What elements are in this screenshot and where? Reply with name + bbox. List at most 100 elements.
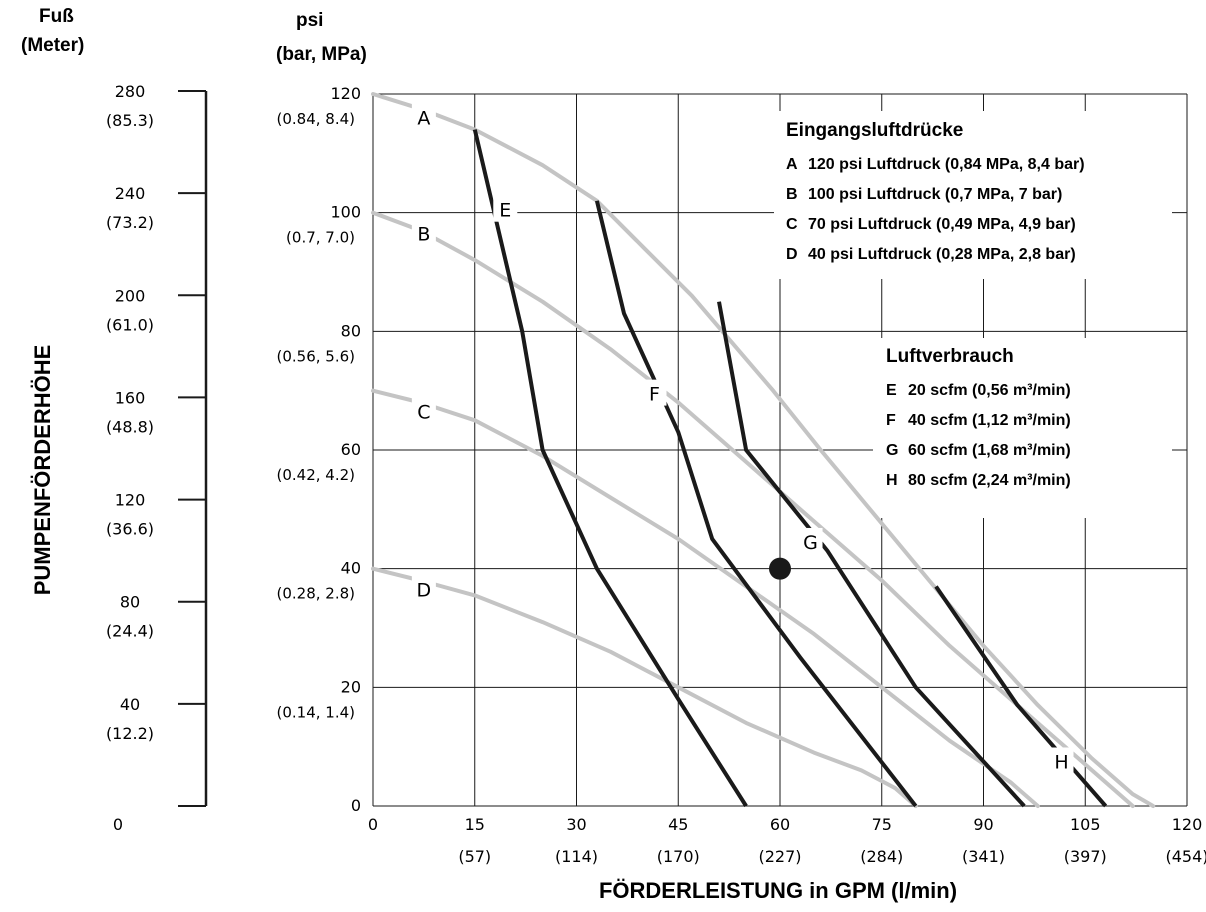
series-label-h: H	[1054, 752, 1068, 774]
y-tick-sublabel: (0.56, 5.6)	[277, 347, 356, 365]
legend-air-entry: 60 scfm (1,68 m³/min)	[908, 442, 1071, 459]
legend-pressure-entry: 70 psi Luftdruck (0,49 MPa, 4,9 bar)	[808, 216, 1076, 233]
y-tick-label: 100	[330, 203, 361, 222]
left-unit-line2: (Meter)	[21, 35, 84, 56]
pressure-curve-c	[371, 388, 1040, 808]
feet-tick-label: 80	[120, 593, 140, 612]
x-tick-sublabel: (170)	[657, 847, 700, 866]
x-tick-sublabel: (227)	[758, 847, 801, 866]
legend-pressure-bg	[774, 111, 1172, 279]
feet-tick-label: 160	[115, 388, 146, 407]
y-tick-sublabel: (0.84, 8.4)	[277, 110, 356, 128]
legend-air-title: Luftverbrauch	[886, 346, 1014, 367]
legend-air-letter: H	[886, 472, 898, 489]
x-tick-sublabel: (454)	[1165, 847, 1206, 866]
feet-tick-label: 240	[115, 184, 146, 203]
legend-air-letter: G	[886, 442, 898, 459]
feet-tick-label: 0	[113, 815, 123, 834]
legend-air-bg	[873, 338, 1172, 518]
x-tick-label: 60	[770, 815, 790, 834]
air-curve-f	[594, 200, 918, 808]
feet-tick-sublabel: (48.8)	[106, 417, 154, 436]
legend-pressure-entry: 40 psi Luftdruck (0,28 MPa, 2,8 bar)	[808, 246, 1076, 263]
air-curve-e	[472, 129, 748, 808]
y-tick-sublabel: (0.14, 1.4)	[277, 703, 356, 721]
x-tick-sublabel: (114)	[555, 847, 598, 866]
x-tick-sublabel: (397)	[1064, 847, 1107, 866]
legend-air-letter: E	[886, 382, 897, 399]
psi-unit-line1: psi	[296, 10, 323, 31]
y-tick-label: 0	[351, 796, 361, 815]
feet-tick-label: 40	[120, 695, 140, 714]
psi-unit-line2: (bar, MPa)	[276, 44, 367, 65]
feet-tick-sublabel: (73.2)	[106, 213, 154, 232]
x-tick-sublabel: (284)	[860, 847, 903, 866]
y-tick-label: 40	[341, 559, 361, 578]
legend-pressure: A 120 psi Luftdruck (0,84 MPa, 8,4 bar) B 1…	[786, 156, 1085, 263]
series-label-a: A	[417, 108, 430, 130]
legend-pressure-title: Eingangsluftdrücke	[786, 120, 963, 141]
x-tick-label: 75	[872, 815, 892, 834]
series-label-f: F	[649, 384, 660, 406]
y-tick-label: 60	[341, 440, 361, 459]
legend-air-entry: 20 scfm (0,56 m³/min)	[908, 382, 1071, 399]
series-label-bg	[1049, 747, 1074, 774]
feet-tick-label: 200	[115, 286, 146, 305]
legend-pressure-letter: B	[786, 186, 798, 203]
pressure-curve-a	[371, 92, 1156, 808]
series-label-c: C	[417, 401, 430, 423]
operating-point-marker	[769, 557, 791, 580]
y-tick-sublabel: (0.42, 4.2)	[277, 466, 356, 484]
series-label-bg	[411, 103, 436, 130]
x-tick-sublabel: (341)	[962, 847, 1005, 866]
x-tick-label: 120	[1172, 815, 1203, 834]
feet-tick-label: 120	[115, 491, 146, 510]
x-tick-label: 30	[566, 815, 586, 834]
x-tick-label: 45	[668, 815, 688, 834]
feet-tick-sublabel: (24.4)	[106, 622, 154, 641]
left-unit-line1: Fuß	[39, 6, 74, 27]
series-label-bg	[493, 195, 518, 222]
series-label-bg	[411, 219, 436, 246]
legend-pressure-entry: 120 psi Luftdruck (0,84 MPa, 8,4 bar)	[808, 156, 1085, 173]
chart-curves	[371, 92, 1156, 808]
air-curve-h	[934, 585, 1108, 808]
x-tick-sublabel: (57)	[458, 847, 491, 866]
series-label-d: D	[417, 579, 432, 601]
x-tick-label: 15	[465, 815, 485, 834]
legend-pressure-letter: C	[786, 216, 798, 233]
feet-tick-sublabel: (36.6)	[106, 520, 154, 539]
legend-air-entry: 40 scfm (1,12 m³/min)	[908, 412, 1071, 429]
feet-tick-sublabel: (85.3)	[106, 111, 154, 130]
x-tick-label: 105	[1070, 815, 1101, 834]
feet-scale: 280 (85.3) 240 (73.2) 200 (61.0) 160 (48.8) 120 (…	[106, 82, 208, 834]
legend-pressure-entry: 100 psi Luftdruck (0,7 MPa, 7 bar)	[808, 186, 1062, 203]
feet-tick-label: 280	[115, 82, 146, 101]
series-label-bg	[798, 527, 823, 554]
air-curve-g	[717, 301, 1026, 808]
y-axis-title: PUMPENFÖRDERHÖHE	[30, 345, 55, 596]
legend-air: E 20 scfm (0,56 m³/min) F 40 scfm (1,12 m³/…	[886, 382, 1071, 489]
x-tick-labels: 0 15 30 45 60 75 90 105 120 (57) (114) (170) (227) (2…	[368, 815, 1206, 866]
x-tick-label: 0	[368, 815, 378, 834]
y-tick-labels: 0 20 (0.14, 1.4) 40 (0.28, 2.8) 60 (0.42, 4.2)…	[277, 84, 362, 815]
feet-tick-sublabel: (61.0)	[106, 315, 154, 334]
y-tick-label: 120	[330, 84, 361, 103]
series-label-bg	[411, 397, 436, 424]
series-label-e: E	[499, 200, 511, 222]
series-label-g: G	[803, 532, 818, 554]
x-tick-label: 90	[973, 815, 993, 834]
pressure-curve-d	[371, 566, 918, 808]
legend-pressure-letter: A	[786, 156, 798, 173]
legend-pressure-letter: D	[786, 246, 798, 263]
y-tick-sublabel: (0.28, 2.8)	[277, 585, 356, 603]
legend-air-letter: F	[886, 412, 896, 429]
y-tick-sublabel: (0.7, 7.0)	[286, 229, 355, 247]
y-tick-label: 20	[341, 677, 361, 696]
series-label-b: B	[417, 223, 430, 245]
legend-air-entry: 80 scfm (2,24 m³/min)	[908, 472, 1071, 489]
series-label-bg	[411, 575, 436, 602]
y-tick-label: 80	[341, 321, 361, 340]
